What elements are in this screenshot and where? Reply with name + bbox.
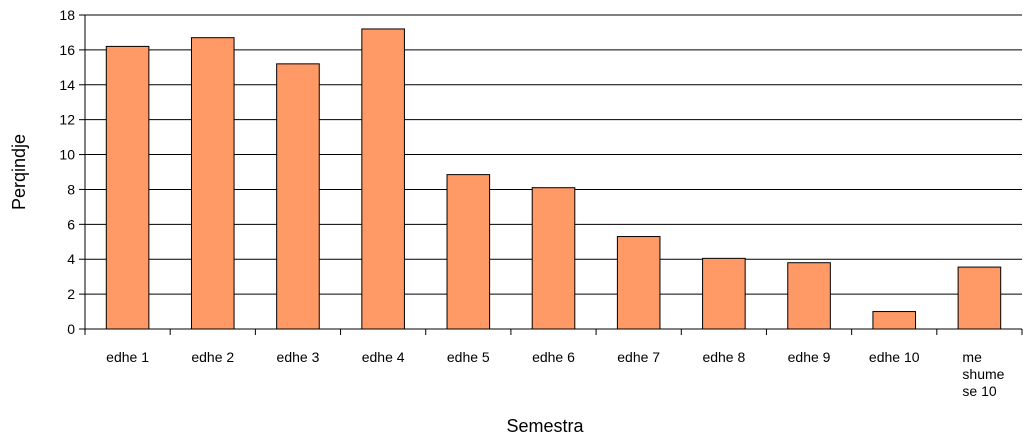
x-tick-label: edhe 7 xyxy=(617,349,660,365)
x-tick-label: edhe 2 xyxy=(191,349,234,365)
y-tick-label: 6 xyxy=(67,216,75,232)
bar xyxy=(531,187,576,330)
x-tick-label: edhe 10 xyxy=(869,349,920,365)
bar xyxy=(787,262,831,330)
y-tick-label: 0 xyxy=(67,321,75,337)
y-tick-label: 10 xyxy=(59,147,75,163)
y-tick-label: 12 xyxy=(59,112,75,128)
y-axis-title: Perqindje xyxy=(9,134,29,210)
x-tick-label: edhe 5 xyxy=(447,349,490,365)
x-tick-labels: edhe 1 edhe 2 edhe 3 edhe 4 edhe 5 edhe 6 edhe… xyxy=(106,349,1004,399)
bar xyxy=(872,311,917,330)
x-tick-label: edhe 1 xyxy=(106,349,149,365)
y-tick-labels: 0 2 4 6 8 10 12 14 16 18 xyxy=(59,7,75,337)
bar xyxy=(276,63,320,330)
bar xyxy=(702,257,746,330)
bar xyxy=(957,266,1002,330)
y-tick-label: 18 xyxy=(59,7,75,23)
bar xyxy=(105,45,150,330)
bar xyxy=(190,37,235,330)
x-tick-label: edhe 3 xyxy=(277,349,320,365)
x-tick-label: edhe 4 xyxy=(362,349,405,365)
x-tick-label: edhe 6 xyxy=(532,349,575,365)
bars xyxy=(105,28,1002,330)
axes xyxy=(79,14,1023,335)
gridlines xyxy=(85,14,1022,295)
y-tick-label: 16 xyxy=(59,42,75,58)
y-tick-label: 14 xyxy=(59,77,75,93)
x-axis-title: Semestra xyxy=(506,416,584,436)
x-tick-label: edhe 9 xyxy=(788,349,831,365)
x-tick-label: me shume se 10 xyxy=(962,349,1004,399)
y-tick-label: 8 xyxy=(67,181,75,197)
bar xyxy=(446,174,491,330)
x-tick-label: edhe 8 xyxy=(702,349,745,365)
y-tick-label: 4 xyxy=(67,251,75,267)
bar xyxy=(361,28,405,330)
bar xyxy=(616,236,661,330)
y-tick-label: 2 xyxy=(67,286,75,302)
